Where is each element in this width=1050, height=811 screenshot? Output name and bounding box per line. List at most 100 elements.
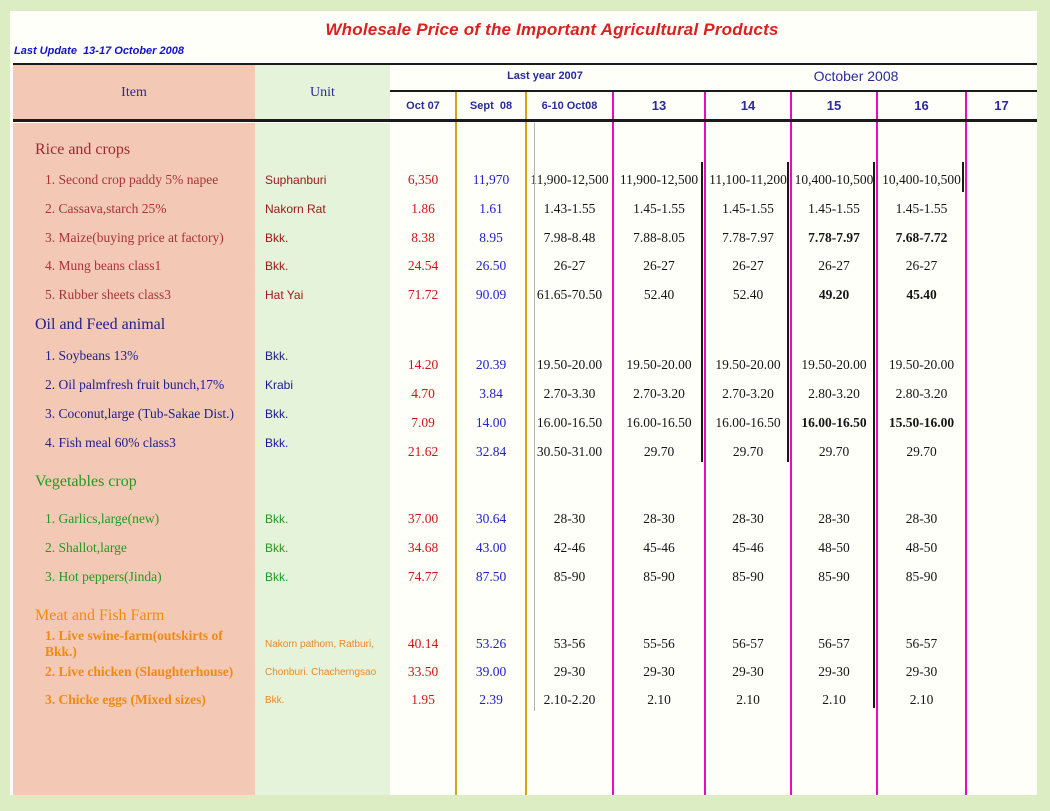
unit-label: Bkk. <box>265 231 289 245</box>
price-cell: 24.54 <box>407 258 439 273</box>
price-cell: 29.70 <box>906 444 937 459</box>
item-label: 1. Soybeans 13% <box>45 348 139 363</box>
price-cell: 28-30 <box>643 511 675 526</box>
price-cell <box>966 169 1037 191</box>
black-cell-border-line <box>701 162 703 462</box>
price-cell: 87.50 <box>475 569 507 584</box>
price-cell: 14.00 <box>475 415 507 430</box>
price-cell: 26-27 <box>818 258 850 273</box>
price-cell: 26-27 <box>732 258 764 273</box>
gold-divider-line <box>455 91 457 795</box>
price-cell: 26-27 <box>643 258 675 273</box>
price-cell: 85-90 <box>732 569 764 584</box>
item-label: 3. Maize(buying price at factory) <box>45 230 224 245</box>
price-cell: 45.40 <box>906 287 937 302</box>
price-cell: 10,400-10,500 <box>882 172 961 187</box>
price-cell: 29-30 <box>553 664 586 679</box>
price-cell: 28-30 <box>905 511 938 526</box>
price-cell: 19.50-20.00 <box>536 357 603 372</box>
table-row: 4. Mung beans class1 Bkk. 24.54 26.50 26-27 2… <box>13 255 1037 277</box>
table-row: 3. Hot peppers(Jinda) Bkk. 74.77 87.50 85-90… <box>13 566 1037 588</box>
unit-label: Bkk. <box>265 570 289 584</box>
magenta-divider-line <box>790 91 792 795</box>
price-cell: 26-27 <box>905 258 938 273</box>
header-bottom-line <box>13 119 1037 122</box>
table-row: 1. Garlics,large(new) Bkk. 37.00 30.64 28-30… <box>13 508 1037 530</box>
price-cell: 28-30 <box>553 511 586 526</box>
price-cell: 28-30 <box>732 511 764 526</box>
price-cell <box>966 661 1037 683</box>
table-row: Meat and Fish Farm <box>13 605 1037 627</box>
price-cell: 16.00-16.50 <box>715 415 781 430</box>
price-cell: 74.77 <box>407 569 439 584</box>
price-cell: 33.50 <box>407 664 439 679</box>
price-cell: 56-57 <box>905 636 938 651</box>
price-cell: 29.70 <box>818 444 850 459</box>
price-cell: 7.09 <box>411 415 435 430</box>
price-cell <box>966 441 1037 463</box>
table-row: 2. Shallot,large Bkk. 34.68 43.00 42-46 45-46… <box>13 537 1037 559</box>
unit-label: Bkk. <box>265 436 289 450</box>
table-row: 5. Rubber sheets class3 Hat Yai 71.72 90.09… <box>13 284 1037 306</box>
item-label: 1. Live swine-farm(outskirts of Bkk.) <box>45 628 223 659</box>
price-cell <box>966 198 1037 220</box>
unit-label: Bkk. <box>265 407 289 421</box>
price-cell: 6,350 <box>407 172 439 187</box>
price-cell: 19.50-20.00 <box>888 357 955 372</box>
column-header-oct07: Oct 07 <box>406 100 440 112</box>
price-cell: 8.95 <box>479 230 503 245</box>
black-cell-border-line <box>787 162 789 462</box>
price-cell: 19.50-20.00 <box>626 357 692 372</box>
price-cell: 7.98-8.48 <box>543 230 596 245</box>
price-cell: 15.50-16.00 <box>888 415 955 430</box>
unit-label: Bkk. <box>265 259 289 273</box>
table-row: Vegetables crop <box>13 471 1037 493</box>
table-row: 1. Soybeans 13% Bkk. 14.20 20.39 19.50-20.00… <box>13 345 1037 372</box>
item-label: 2. Live chicken (Slaughterhouse) <box>45 664 234 679</box>
price-cell: 85-90 <box>643 569 675 584</box>
price-cell: 55-56 <box>643 636 675 651</box>
price-cell: 30.64 <box>475 511 507 526</box>
price-cell: 16.00-16.50 <box>801 415 867 430</box>
price-cell: 45-46 <box>732 540 764 555</box>
price-cell: 26.50 <box>475 258 507 273</box>
section-title: Rice and crops <box>35 141 131 158</box>
price-cell: 53-56 <box>553 636 586 651</box>
price-cell: 11,970 <box>472 172 510 187</box>
column-header-6-10-oct08: 6-10 Oct08 <box>541 100 598 112</box>
price-cell <box>966 633 1037 655</box>
price-cell: 2.10 <box>822 692 846 707</box>
price-cell: 7.88-8.05 <box>633 230 685 245</box>
table-row: 2. Oil palmfresh fruit bunch,17% Krabi 4.7… <box>13 374 1037 401</box>
price-cell: 7.78-7.97 <box>722 230 774 245</box>
column-header-item: Item <box>13 65 255 121</box>
price-cell: 40.14 <box>407 636 439 651</box>
section-title: Meat and Fish Farm <box>35 607 165 624</box>
price-cell: 2.10 <box>736 692 760 707</box>
item-label: 2. Oil palmfresh fruit bunch,17% <box>45 377 225 392</box>
magenta-divider-line <box>704 91 706 795</box>
price-cell <box>966 354 1037 376</box>
price-cell: 48-50 <box>818 540 850 555</box>
price-cell <box>966 412 1037 434</box>
price-cell: 56-57 <box>818 636 850 651</box>
unit-label: Bkk. <box>265 512 289 526</box>
table-row: 3. Chicke eggs (Mixed sizes) Bkk. 1.95 2.39… <box>13 689 1037 711</box>
item-label: 4. Mung beans class1 <box>45 258 162 273</box>
table-row: 3. Coconut,large (Tub-Sakae Dist.) Bkk. 7.… <box>13 403 1037 430</box>
price-cell: 1.61 <box>479 201 503 216</box>
column-header-day-13: 13 <box>651 98 667 113</box>
price-cell: 45-46 <box>643 540 675 555</box>
price-cell: 4.70 <box>411 386 435 401</box>
price-cell: 56-57 <box>732 636 764 651</box>
price-cell: 16.00-16.50 <box>626 415 692 430</box>
price-cell: 10,400-10,500 <box>794 172 874 187</box>
price-cell <box>966 284 1037 306</box>
column-header-day-17: 17 <box>994 98 1009 113</box>
magenta-divider-line <box>876 91 878 795</box>
table-row: 2. Live chicken (Slaughterhouse) Chonburi… <box>13 661 1037 683</box>
price-cell: 7.68-7.72 <box>895 230 948 245</box>
price-cell <box>966 689 1037 711</box>
unit-label: Bkk. <box>265 694 285 706</box>
price-cell: 11,900-12,500 <box>619 172 699 187</box>
